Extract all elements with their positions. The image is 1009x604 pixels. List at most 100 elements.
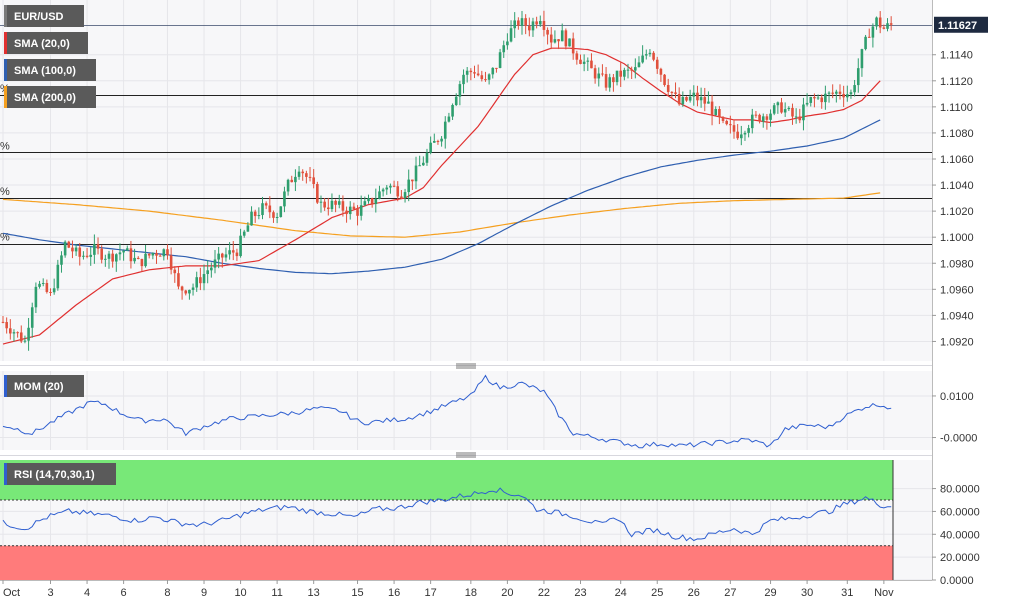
candle [221, 252, 224, 268]
legend-rsi[interactable]: RSI (14,70,30,1) [4, 463, 116, 485]
candle-body [462, 74, 465, 85]
candle-body [400, 196, 403, 199]
mom-line-group [2, 374, 892, 449]
candle-body [407, 179, 411, 193]
candle-body [206, 270, 209, 275]
price-tick-label: 1.0940 [940, 310, 974, 322]
candle-body [41, 282, 45, 284]
candle-body [107, 253, 111, 259]
candle [681, 91, 685, 107]
candle-body [403, 192, 407, 199]
candle [5, 317, 8, 334]
price-tick-label: 0.0000 [940, 575, 974, 587]
candle [663, 74, 666, 87]
time-tick-label: 15 [351, 587, 363, 599]
candle [469, 68, 473, 81]
candle-body [374, 198, 378, 205]
candle [49, 288, 52, 296]
candle-body [89, 254, 93, 257]
candle-body [345, 210, 348, 215]
candle [323, 198, 326, 211]
candle [1, 316, 5, 324]
candle [670, 91, 674, 99]
candle [235, 248, 239, 261]
time-tick-label: 8 [164, 587, 170, 599]
candle [85, 248, 89, 259]
candle-body [23, 340, 27, 342]
candle [791, 103, 794, 125]
resize-handle-icon[interactable] [456, 363, 476, 369]
candle [129, 240, 133, 269]
candle [571, 32, 575, 60]
candle-body [860, 49, 864, 69]
candle [783, 102, 787, 117]
candle [736, 124, 739, 140]
candle [542, 10, 546, 37]
candle-body [19, 332, 23, 342]
candle [612, 74, 615, 92]
candle [257, 207, 261, 220]
candle-body [184, 290, 188, 294]
candle [761, 113, 765, 128]
candle-body [38, 283, 41, 287]
legend-sma100[interactable]: SMA (100,0) [4, 59, 96, 81]
rsi-label: RSI (14,70,30,1) [14, 469, 95, 481]
candle [173, 266, 177, 283]
time-axis[interactable]: Oct 3 4 6 8 9 10 11 13 15 16 17 18 20 22 23 24 25 26 27 29 30… [0, 580, 932, 599]
candle [535, 16, 538, 29]
candle [206, 260, 209, 284]
legend-sma20[interactable]: SMA (20,0) [4, 32, 88, 54]
candle-body [538, 20, 542, 25]
candle [546, 27, 549, 45]
candle [268, 196, 272, 219]
price-tick-label: 20.0000 [940, 552, 980, 564]
price-tick-label: 1.1100 [940, 102, 973, 114]
candle-body [140, 258, 144, 267]
candle-body [60, 255, 63, 265]
candle-body [761, 116, 765, 122]
candle [750, 108, 754, 134]
candle-body [674, 92, 677, 94]
candle-body [122, 250, 125, 253]
legend-mom[interactable]: MOM (20) [4, 375, 84, 397]
candle-body [480, 75, 484, 80]
candle-body [835, 91, 838, 94]
candle [451, 103, 454, 120]
time-tick-label: 30 [801, 587, 813, 599]
price-axis[interactable]: 1.0920 1.0940 1.0960 1.0980 1.1000 1.1020 1.10… [932, 50, 980, 587]
candle-body [846, 94, 849, 98]
legend-sma200[interactable]: SMA (200,0) [4, 86, 96, 108]
candle-body [542, 20, 546, 30]
candle [191, 283, 195, 296]
candle [429, 136, 432, 155]
candle-body [571, 38, 575, 54]
candle [125, 245, 129, 251]
candle [604, 67, 608, 91]
candle-body [677, 93, 681, 105]
candle [473, 65, 476, 79]
candle-body [27, 327, 30, 341]
candle [809, 96, 813, 107]
candle-body [754, 114, 758, 116]
candle [38, 280, 41, 289]
candle [356, 205, 359, 226]
candle [144, 244, 147, 268]
legend-symbol[interactable]: EUR/USD [4, 5, 84, 27]
candle-body [9, 328, 12, 334]
candle-body [118, 252, 122, 255]
candle-body [663, 74, 666, 86]
candle [476, 64, 480, 77]
candle-body [586, 60, 590, 62]
candle [133, 248, 136, 264]
candle [765, 113, 769, 130]
rsi-overbought-zone [0, 460, 893, 500]
price-tick-label: 40.0000 [940, 529, 980, 541]
candle-body [535, 21, 538, 25]
resize-handle-icon[interactable] [456, 452, 476, 458]
candle [484, 71, 487, 82]
candle-body [619, 70, 622, 77]
candle-body [78, 247, 82, 257]
candle [169, 247, 173, 275]
candle [290, 175, 294, 183]
candle [564, 28, 568, 50]
